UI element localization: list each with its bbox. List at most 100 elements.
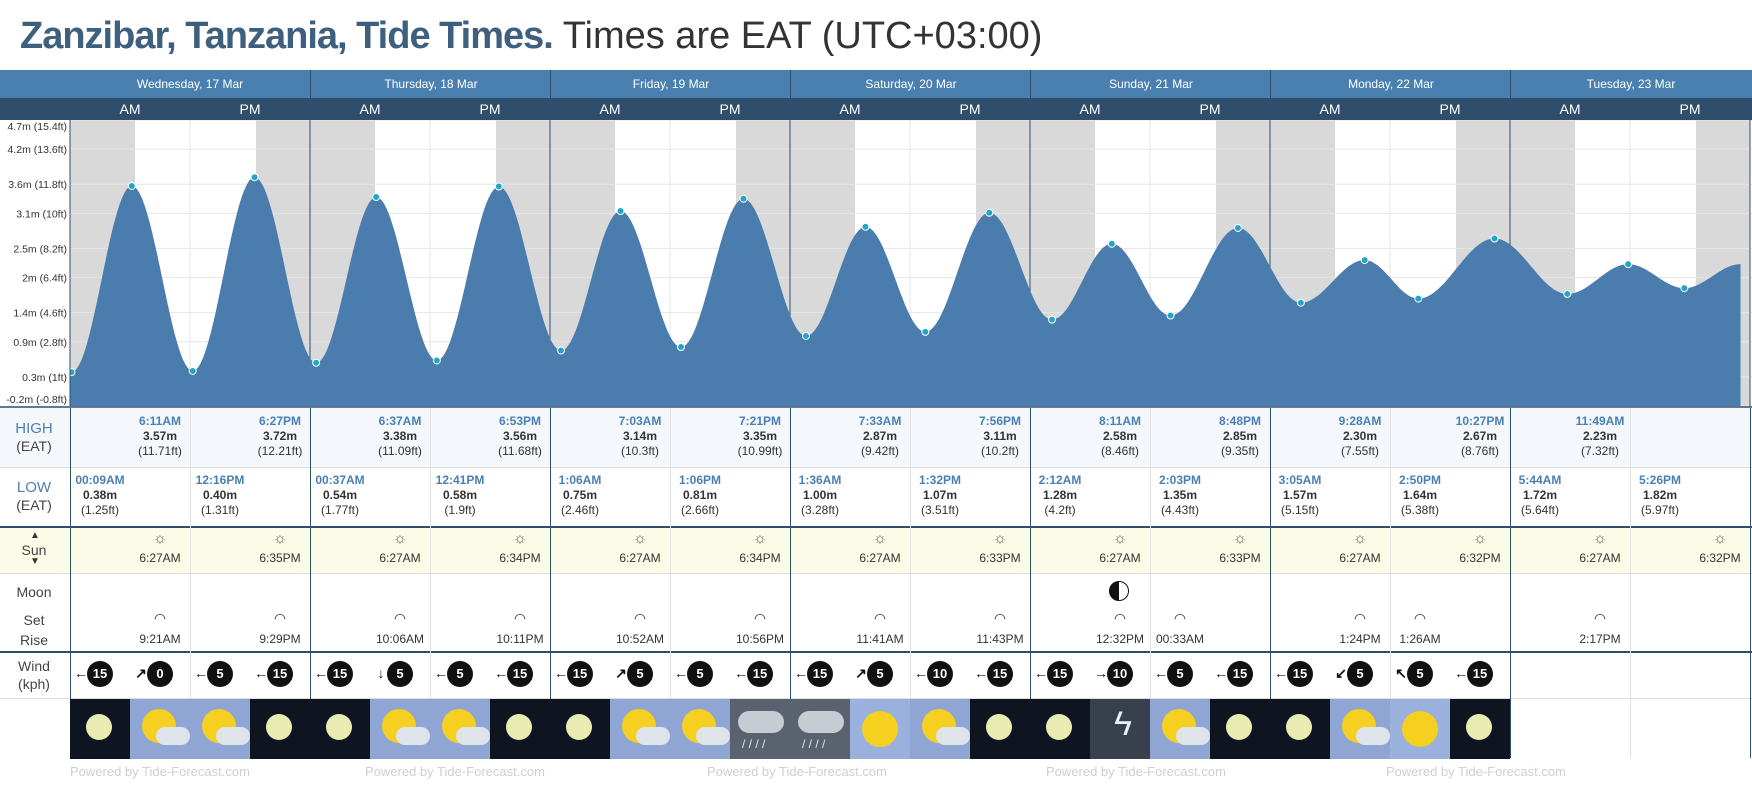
partly-cloudy-icon	[1150, 699, 1210, 759]
wind-badge: 15	[567, 661, 593, 687]
partly-cloudy-icon	[670, 699, 730, 759]
wind-speed: 15	[992, 666, 1008, 681]
moonrise-icon: ◠	[153, 610, 167, 626]
wind-speed: 15	[1292, 666, 1308, 681]
wind-direction-arrow-icon: ←	[914, 665, 928, 681]
tide-extreme-point	[1563, 289, 1572, 298]
high-tide-entry: 11:49AM 2.23m (7.32ft)	[1570, 414, 1630, 459]
low-tide-entry: 1:06PM 0.81m (2.66ft)	[670, 473, 730, 518]
am-header: AM	[599, 101, 621, 117]
sun-time: 6:27AM	[1579, 551, 1621, 565]
rain-icon: / / / /	[790, 699, 850, 759]
low-tz-label: (EAT)	[16, 497, 52, 513]
high-tide-height-ft: (9.35ft)	[1220, 444, 1259, 458]
low-tide-entry: 1:36AM 1.00m (3.28ft)	[790, 473, 850, 518]
high-tide-height-ft: (11.09ft)	[378, 444, 422, 458]
high-tide-height-ft: (9.42ft)	[860, 444, 899, 458]
day-header[interactable]: Monday, 22 Mar	[1270, 70, 1511, 98]
low-tide-height-ft: (4.2ft)	[1044, 503, 1076, 517]
rain-icon: / / / /	[730, 699, 790, 759]
low-tide-height-m: 1.07m	[922, 488, 958, 502]
wind-speed: 5	[216, 666, 224, 681]
high-tide-height-ft: (10.99ft)	[737, 444, 783, 458]
day-header[interactable]: Wednesday, 17 Mar	[136, 77, 244, 91]
low-tide-entry: 1:06AM 0.75m (2.46ft)	[550, 473, 610, 518]
sunrise-icon: ☼	[1353, 530, 1367, 547]
wind-badge: 0	[147, 661, 173, 687]
sun-time: 6:27AM	[379, 551, 421, 565]
low-tide-time: 00:37AM	[315, 473, 365, 487]
page-title-timezone: Times are EAT (UTC+03:00)	[562, 15, 1043, 57]
tide-extreme-point	[1680, 284, 1689, 293]
pm-header: PM	[1439, 101, 1461, 117]
am-header: AM	[839, 101, 861, 117]
high-tide-entry: 10:27PM 2.67m (8.76ft)	[1450, 414, 1510, 459]
wind-direction-arrow-icon: ←	[674, 665, 688, 681]
wind-badge: 5	[1347, 661, 1373, 687]
day-header[interactable]: Saturday, 20 Mar	[790, 70, 1031, 98]
tide-area	[70, 177, 1741, 406]
wind-badge: 15	[327, 661, 353, 687]
wind-badge: 5	[1407, 661, 1433, 687]
high-label: HIGH	[15, 420, 53, 437]
day-header-bar: Wednesday, 17 Mar Thursday, 18 Mar Friday,…	[0, 70, 1752, 98]
low-tide-entry: 2:12AM 1.28m (4.2ft)	[1030, 473, 1090, 518]
tide-extreme-point	[921, 327, 930, 336]
clear-night-icon	[970, 699, 1030, 759]
wind-direction-arrow-icon: ←	[494, 665, 508, 681]
wind-speed: 15	[1472, 666, 1488, 681]
tide-extreme-point	[250, 173, 259, 182]
pm-header: PM	[239, 101, 261, 117]
sun-arrow-up-icon: ▲	[30, 530, 40, 541]
tide-extreme-point	[494, 182, 503, 191]
day-header[interactable]: Tuesday, 23 Mar	[1510, 70, 1751, 98]
tide-extreme-point	[1360, 256, 1369, 265]
pm-header: PM	[959, 101, 981, 117]
day-header[interactable]: Sunday, 21 Mar	[1030, 70, 1271, 98]
partly-cloudy-icon	[430, 699, 490, 759]
y-axis-label: 1.4m (4.6ft)	[13, 308, 67, 320]
wind-speed: 5	[1176, 666, 1184, 681]
moon-time: 10:52AM	[615, 632, 665, 646]
wind-direction-arrow-icon: ←	[434, 665, 448, 681]
am-header: AM	[359, 101, 381, 117]
low-tide-height-m: 0.40m	[202, 488, 238, 502]
wind-speed: 5	[1356, 666, 1364, 681]
high-tide-height-ft: (7.55ft)	[1340, 444, 1379, 458]
wind-badge: 15	[807, 661, 833, 687]
wind-speed: 15	[1052, 666, 1068, 681]
wind-speed: 10	[932, 666, 948, 681]
high-tide-height-m: 2.85m	[1222, 429, 1258, 443]
low-tide-height-ft: (5.97ft)	[1640, 503, 1679, 517]
sunset-icon: ☼	[273, 530, 287, 547]
clear-night-icon	[1450, 699, 1510, 759]
wind-direction-arrow-icon: ←	[74, 665, 88, 681]
low-tide-height-ft: (3.51ft)	[920, 503, 959, 517]
clear-night-icon	[1030, 699, 1090, 759]
day-header[interactable]: Friday, 19 Mar	[550, 70, 791, 98]
footer: Powered by Tide-Forecast.com Powered by T…	[0, 758, 1752, 787]
high-tide-time: 8:48PM	[1218, 414, 1262, 428]
clear-night-icon	[550, 699, 610, 759]
powered-by-text: Powered by Tide-Forecast.com	[707, 764, 887, 779]
high-tide-time: 7:21PM	[738, 414, 782, 428]
day-header[interactable]: Thursday, 18 Mar	[310, 70, 551, 98]
high-tide-height-m: 3.11m	[983, 429, 1017, 443]
high-tide-time: 11:49AM	[1575, 414, 1625, 428]
wind-direction-arrow-icon: ←	[1034, 665, 1048, 681]
tide-extreme-point	[802, 331, 810, 340]
wind-speed: 5	[456, 666, 464, 681]
wind-speed: 5	[876, 666, 884, 681]
powered-by-text: Powered by Tide-Forecast.com	[1386, 764, 1566, 779]
set-label: Set	[23, 612, 45, 628]
clear-night-icon	[250, 699, 310, 759]
high-tide-height-m: 3.35m	[742, 429, 778, 443]
wind-badge: 10	[1107, 661, 1133, 687]
low-tide-height-ft: (3.28ft)	[800, 503, 839, 517]
wind-badge: 5	[627, 661, 653, 687]
tide-extreme-point	[1166, 311, 1175, 320]
wind-direction-arrow-icon: ←	[974, 665, 988, 681]
low-tide-height-m: 1.57m	[1282, 488, 1318, 502]
column-divider	[670, 408, 671, 758]
low-tide-height-m: 1.64m	[1402, 488, 1438, 502]
